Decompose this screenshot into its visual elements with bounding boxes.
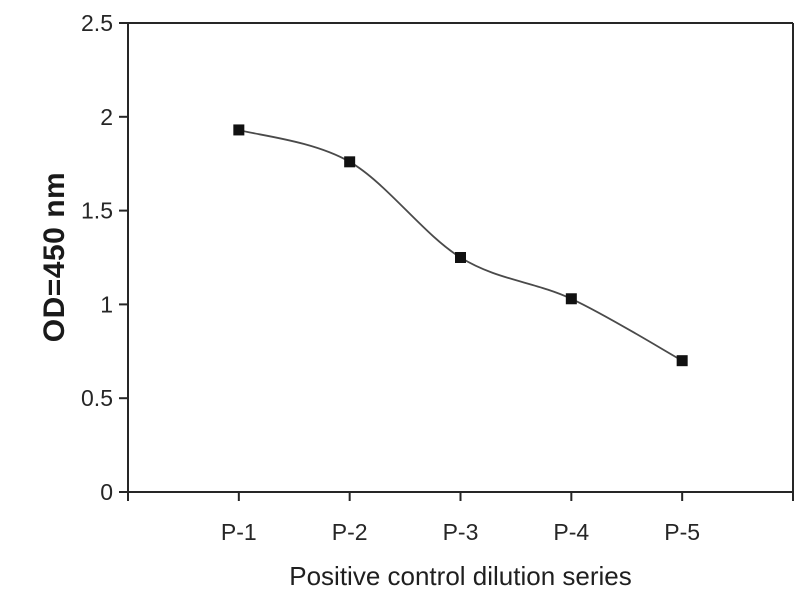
series-line xyxy=(238,129,683,362)
x-tick-label: P-1 xyxy=(221,519,257,545)
y-tick-label: 2.5 xyxy=(81,10,113,36)
data-point-marker xyxy=(233,124,245,136)
y-tick-label: 1.5 xyxy=(81,198,113,224)
data-point-marker xyxy=(455,252,466,263)
x-axis-title: Positive control dilution series xyxy=(289,561,632,591)
data-point-marker xyxy=(565,293,577,305)
x-tick-label: P-4 xyxy=(553,519,589,545)
data-point-marker xyxy=(676,355,688,367)
data-point-marker xyxy=(344,156,356,168)
y-tick-label: 0.5 xyxy=(81,385,113,411)
y-tick-label: 0 xyxy=(100,479,113,505)
x-tick-label: P-5 xyxy=(664,519,700,545)
y-tick-label: 2 xyxy=(100,104,113,130)
x-tick-label: P-2 xyxy=(332,519,368,545)
y-tick-label: 1 xyxy=(100,291,113,317)
x-tick-label: P-3 xyxy=(443,519,479,545)
